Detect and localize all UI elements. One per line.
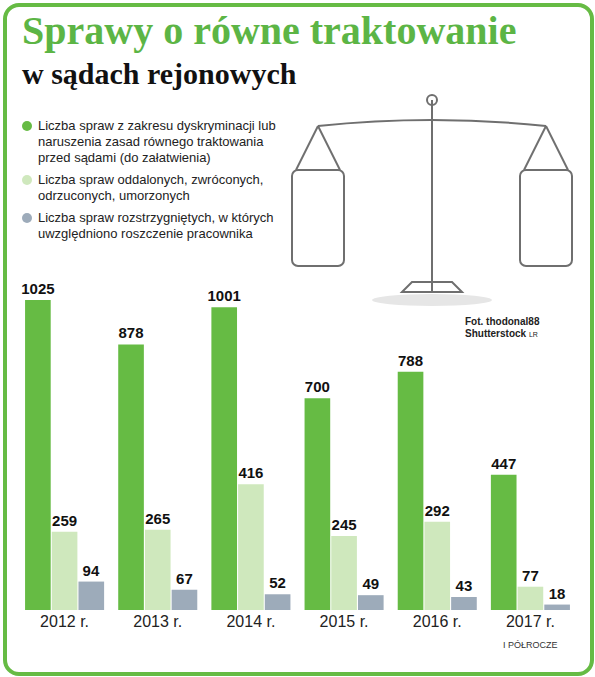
svg-text:292: 292: [425, 502, 450, 519]
svg-text:416: 416: [238, 464, 263, 481]
html-text:Sprawy o równe traktowanie: Sprawy o równe traktowanie: [22, 8, 517, 53]
svg-text:2016 r.: 2016 r.: [413, 613, 462, 630]
svg-text:1025: 1025: [21, 280, 54, 297]
svg-text:43: 43: [456, 577, 473, 594]
svg-text:2015 r.: 2015 r.: [320, 613, 369, 630]
svg-text:2013 r.: 2013 r.: [133, 613, 182, 630]
svg-text:700: 700: [305, 378, 330, 395]
html-text:w sądach rejonowych: w sądach rejonowych: [22, 57, 297, 90]
svg-text:1001: 1001: [208, 287, 241, 304]
svg-text:52: 52: [269, 574, 286, 591]
svg-text:2017 r.: 2017 r.: [506, 613, 555, 630]
html-text:Liczba spraw rozstrzygniętych,: Liczba spraw rozstrzygniętych, w których…: [38, 210, 274, 241]
svg-text:94: 94: [83, 562, 100, 579]
svg-text:878: 878: [119, 324, 144, 341]
svg-text:245: 245: [332, 516, 357, 533]
html-text:Liczba spraw z zakresu dyskrym: Liczba spraw z zakresu dyskryminacji lub…: [38, 118, 276, 165]
svg-text:18: 18: [549, 585, 566, 602]
svg-text:67: 67: [176, 570, 193, 587]
svg-text:447: 447: [491, 455, 516, 472]
svg-text:2014 r.: 2014 r.: [226, 613, 275, 630]
svg-text:259: 259: [52, 512, 77, 529]
svg-text:265: 265: [145, 510, 170, 527]
svg-text:77: 77: [522, 567, 539, 584]
svg-text:49: 49: [362, 575, 379, 592]
svg-text:I PÓŁROCZE: I PÓŁROCZE: [503, 640, 558, 650]
html-text:Fot. thodonal88 ShutterstockLR: Fot. thodonal88 ShutterstockLR: [465, 316, 540, 339]
html-text:Liczba spraw oddalonych, zwróc: Liczba spraw oddalonych, zwróconych, odr…: [38, 172, 264, 203]
svg-text:788: 788: [398, 352, 423, 369]
svg-text:2012 r.: 2012 r.: [40, 613, 89, 630]
